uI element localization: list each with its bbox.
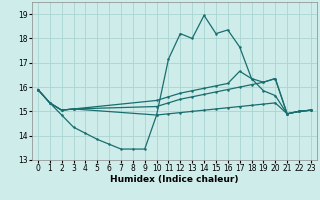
X-axis label: Humidex (Indice chaleur): Humidex (Indice chaleur)	[110, 175, 239, 184]
